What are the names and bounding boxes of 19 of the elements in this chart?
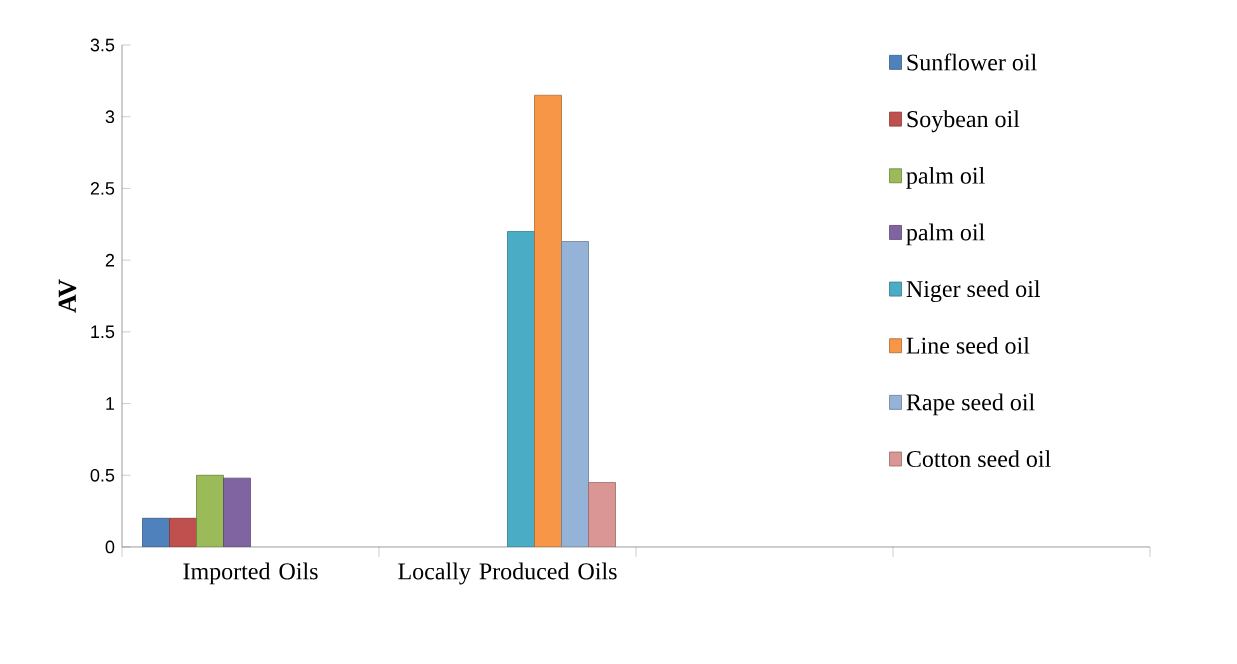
legend-label: palm oil bbox=[906, 223, 985, 246]
legend-label: Niger seed oil bbox=[906, 280, 1041, 303]
legend-label: Soybean oil bbox=[907, 110, 1020, 133]
y-tick-label: 3.5 bbox=[90, 38, 115, 52]
legend-label: Cotton seed oil bbox=[906, 450, 1051, 468]
y-tick-label: 2.5 bbox=[90, 182, 115, 195]
y-tick-label: 0.5 bbox=[90, 468, 115, 482]
y-tick-label: 3 bbox=[105, 110, 115, 124]
x-tick-label: Imported Oils bbox=[183, 562, 318, 585]
y-tick-label: 2 bbox=[105, 253, 115, 267]
legend-label: Rape seed oil bbox=[906, 393, 1035, 416]
y-tick-label: 0 bbox=[105, 540, 115, 554]
y-tick-label: 1 bbox=[106, 397, 115, 410]
legend-label: Sunflower oil bbox=[907, 53, 1037, 71]
y-tick-label: 1.5 bbox=[91, 325, 115, 339]
legend-label: Line seed oil bbox=[906, 336, 1030, 354]
legend-label: palm oil bbox=[906, 166, 985, 189]
x-tick-label: Locally Produced Oils bbox=[398, 562, 617, 585]
y-axis-title: AV bbox=[58, 279, 77, 313]
